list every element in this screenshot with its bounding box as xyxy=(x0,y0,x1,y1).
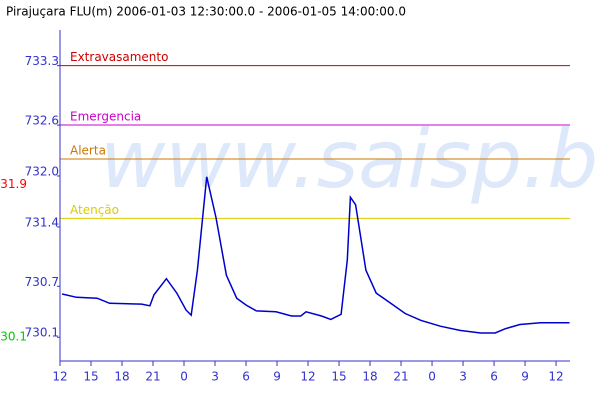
x-tick-label: 0 xyxy=(428,370,436,384)
x-tick-label: 21 xyxy=(145,370,160,384)
y-tick-label: 731.4 xyxy=(25,215,59,229)
y-tick-label: 730.1 xyxy=(25,326,59,340)
x-tick-label: 21 xyxy=(393,370,408,384)
x-tick-label: 18 xyxy=(114,370,129,384)
x-tick-label: 9 xyxy=(273,370,281,384)
chart-title: Pirajuçara FLU(m) 2006-01-03 12:30:00.0 … xyxy=(6,5,406,19)
series-line xyxy=(61,176,570,334)
x-tick-label: 15 xyxy=(83,370,98,384)
threshold-label: Emergencia xyxy=(70,110,141,124)
threshold-label: Alerta xyxy=(70,144,106,158)
x-tick-label: 9 xyxy=(521,370,529,384)
x-tick-label: 12 xyxy=(52,370,67,384)
x-tick-label: 6 xyxy=(490,370,498,384)
max-label: 731.9 xyxy=(0,177,27,191)
x-tick-label: 12 xyxy=(548,370,563,384)
y-tick-label: 733.3 xyxy=(25,54,59,68)
x-tick-label: 18 xyxy=(362,370,377,384)
y-tick-label: 730.7 xyxy=(25,275,59,289)
y-tick-label: 732.0 xyxy=(25,164,59,178)
x-tick-label: 15 xyxy=(331,370,346,384)
threshold-label: Atenção xyxy=(70,203,119,217)
x-tick-label: 3 xyxy=(459,370,467,384)
y-tick-label: 732.6 xyxy=(25,114,59,128)
x-tick-label: 3 xyxy=(211,370,219,384)
threshold-label: Extravasamento xyxy=(70,50,168,64)
x-tick-label: 6 xyxy=(242,370,250,384)
min-label: 730.1 xyxy=(0,330,27,344)
x-tick-label: 12 xyxy=(300,370,315,384)
x-tick-label: 0 xyxy=(180,370,188,384)
